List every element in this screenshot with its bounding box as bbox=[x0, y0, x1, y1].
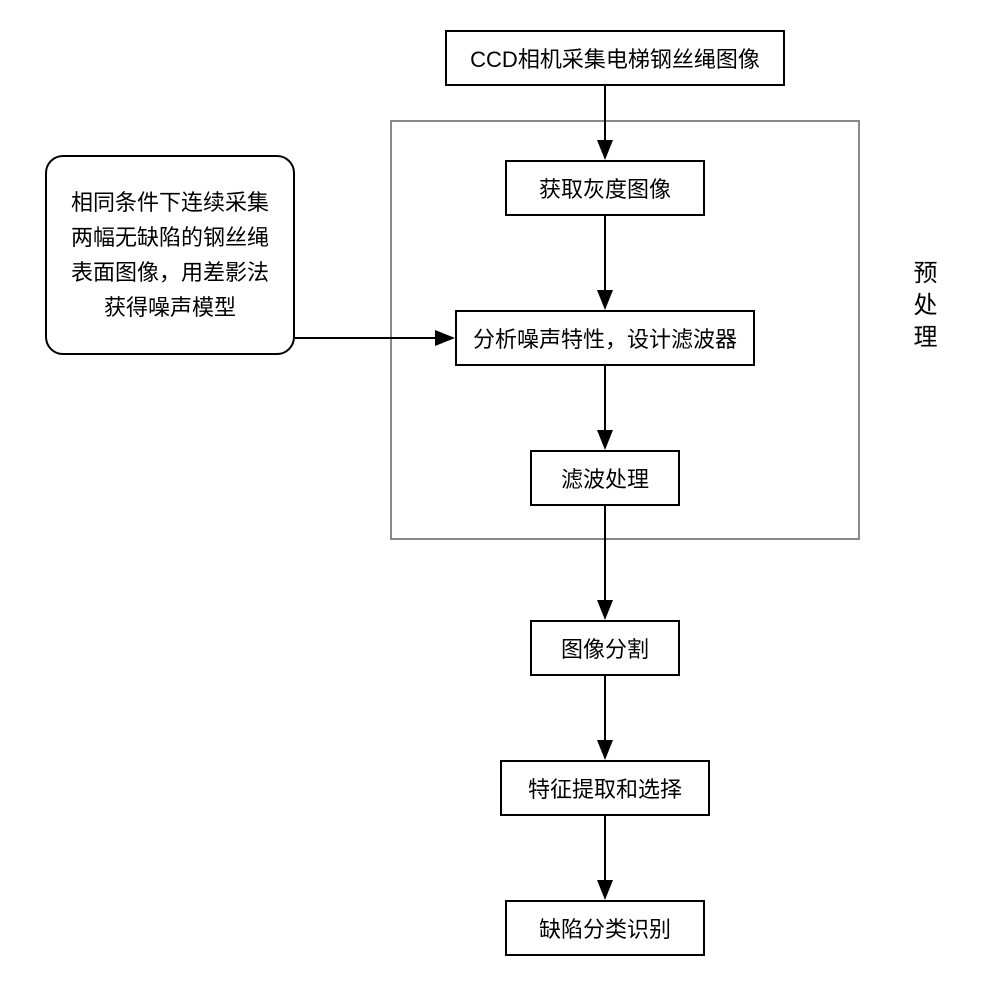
arrow-n1-n2 bbox=[0, 0, 1000, 997]
